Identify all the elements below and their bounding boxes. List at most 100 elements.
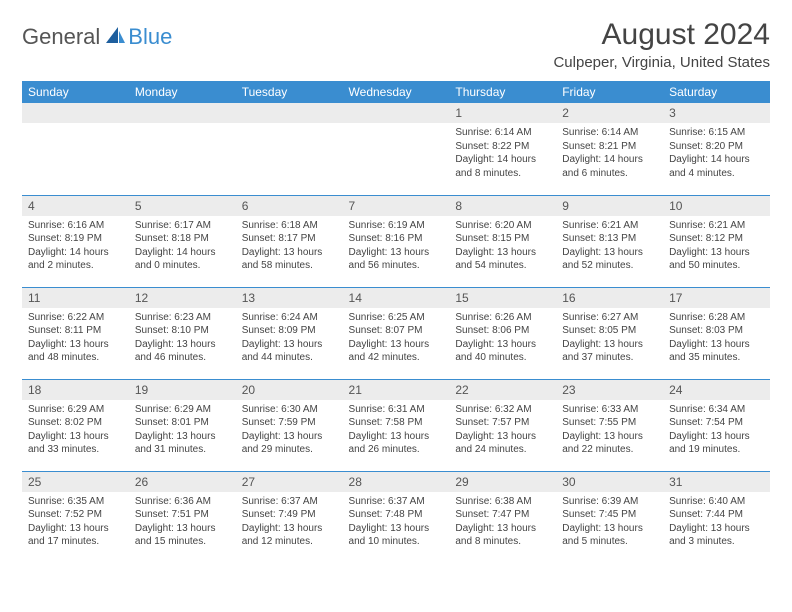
day-details: Sunrise: 6:39 AMSunset: 7:45 PMDaylight:… [556,492,663,555]
calendar-day-cell: 27Sunrise: 6:37 AMSunset: 7:49 PMDayligh… [236,471,343,563]
calendar-day-cell: . [22,103,129,195]
day-number: 21 [343,380,450,400]
weekday-header: Friday [556,81,663,103]
day-number: 12 [129,288,236,308]
weekday-header: Sunday [22,81,129,103]
calendar-week-row: ....1Sunrise: 6:14 AMSunset: 8:22 PMDayl… [22,103,770,195]
logo-text-general: General [22,24,100,50]
day-details: Sunrise: 6:34 AMSunset: 7:54 PMDaylight:… [663,400,770,463]
calendar-day-cell: 28Sunrise: 6:37 AMSunset: 7:48 PMDayligh… [343,471,450,563]
day-details: Sunrise: 6:22 AMSunset: 8:11 PMDaylight:… [22,308,129,371]
title-block: August 2024 Culpeper, Virginia, United S… [553,18,770,71]
calendar-day-cell: . [343,103,450,195]
logo-sail-icon [104,25,126,50]
day-number: 13 [236,288,343,308]
day-number: 29 [449,472,556,492]
day-details: Sunrise: 6:21 AMSunset: 8:12 PMDaylight:… [663,216,770,279]
calendar-day-cell: 25Sunrise: 6:35 AMSunset: 7:52 PMDayligh… [22,471,129,563]
day-number: 19 [129,380,236,400]
calendar-table: SundayMondayTuesdayWednesdayThursdayFrid… [22,81,770,563]
day-details: Sunrise: 6:15 AMSunset: 8:20 PMDaylight:… [663,123,770,186]
calendar-day-cell: 29Sunrise: 6:38 AMSunset: 7:47 PMDayligh… [449,471,556,563]
weekday-header: Wednesday [343,81,450,103]
calendar-day-cell: 4Sunrise: 6:16 AMSunset: 8:19 PMDaylight… [22,195,129,287]
day-number: 8 [449,196,556,216]
day-details: Sunrise: 6:29 AMSunset: 8:01 PMDaylight:… [129,400,236,463]
day-number: 26 [129,472,236,492]
weekday-header: Monday [129,81,236,103]
day-number: 18 [22,380,129,400]
day-details: Sunrise: 6:37 AMSunset: 7:49 PMDaylight:… [236,492,343,555]
calendar-day-cell: 31Sunrise: 6:40 AMSunset: 7:44 PMDayligh… [663,471,770,563]
calendar-day-cell: 23Sunrise: 6:33 AMSunset: 7:55 PMDayligh… [556,379,663,471]
day-number: 9 [556,196,663,216]
day-number: 17 [663,288,770,308]
weekday-header: Saturday [663,81,770,103]
calendar-day-cell: 26Sunrise: 6:36 AMSunset: 7:51 PMDayligh… [129,471,236,563]
day-details: Sunrise: 6:17 AMSunset: 8:18 PMDaylight:… [129,216,236,279]
day-details: Sunrise: 6:33 AMSunset: 7:55 PMDaylight:… [556,400,663,463]
calendar-day-cell: 21Sunrise: 6:31 AMSunset: 7:58 PMDayligh… [343,379,450,471]
day-details: Sunrise: 6:35 AMSunset: 7:52 PMDaylight:… [22,492,129,555]
calendar-week-row: 11Sunrise: 6:22 AMSunset: 8:11 PMDayligh… [22,287,770,379]
calendar-day-cell: . [236,103,343,195]
day-details: Sunrise: 6:28 AMSunset: 8:03 PMDaylight:… [663,308,770,371]
day-number: 7 [343,196,450,216]
day-number: 24 [663,380,770,400]
calendar-day-cell: 5Sunrise: 6:17 AMSunset: 8:18 PMDaylight… [129,195,236,287]
weekday-header: Tuesday [236,81,343,103]
day-number: 3 [663,103,770,123]
header: General Blue August 2024 Culpeper, Virgi… [22,18,770,71]
calendar-day-cell: 30Sunrise: 6:39 AMSunset: 7:45 PMDayligh… [556,471,663,563]
day-details: Sunrise: 6:36 AMSunset: 7:51 PMDaylight:… [129,492,236,555]
day-details: Sunrise: 6:40 AMSunset: 7:44 PMDaylight:… [663,492,770,555]
logo-text-blue: Blue [128,24,172,50]
calendar-day-cell: 2Sunrise: 6:14 AMSunset: 8:21 PMDaylight… [556,103,663,195]
calendar-day-cell: 15Sunrise: 6:26 AMSunset: 8:06 PMDayligh… [449,287,556,379]
calendar-week-row: 25Sunrise: 6:35 AMSunset: 7:52 PMDayligh… [22,471,770,563]
day-number: 11 [22,288,129,308]
day-details: Sunrise: 6:31 AMSunset: 7:58 PMDaylight:… [343,400,450,463]
day-number: 16 [556,288,663,308]
day-number: 23 [556,380,663,400]
day-number: 10 [663,196,770,216]
calendar-day-cell: 11Sunrise: 6:22 AMSunset: 8:11 PMDayligh… [22,287,129,379]
day-details: Sunrise: 6:27 AMSunset: 8:05 PMDaylight:… [556,308,663,371]
day-details: Sunrise: 6:29 AMSunset: 8:02 PMDaylight:… [22,400,129,463]
day-number: 2 [556,103,663,123]
day-number: 15 [449,288,556,308]
day-details: Sunrise: 6:23 AMSunset: 8:10 PMDaylight:… [129,308,236,371]
day-number: 27 [236,472,343,492]
month-title: August 2024 [553,18,770,52]
weekday-header: Thursday [449,81,556,103]
day-number: 6 [236,196,343,216]
day-details: Sunrise: 6:24 AMSunset: 8:09 PMDaylight:… [236,308,343,371]
calendar-week-row: 4Sunrise: 6:16 AMSunset: 8:19 PMDaylight… [22,195,770,287]
calendar-day-cell: 20Sunrise: 6:30 AMSunset: 7:59 PMDayligh… [236,379,343,471]
day-details: Sunrise: 6:18 AMSunset: 8:17 PMDaylight:… [236,216,343,279]
day-number: 14 [343,288,450,308]
day-details: Sunrise: 6:37 AMSunset: 7:48 PMDaylight:… [343,492,450,555]
calendar-day-cell: 8Sunrise: 6:20 AMSunset: 8:15 PMDaylight… [449,195,556,287]
calendar-day-cell: . [129,103,236,195]
day-number: 31 [663,472,770,492]
calendar-day-cell: 12Sunrise: 6:23 AMSunset: 8:10 PMDayligh… [129,287,236,379]
calendar-day-cell: 6Sunrise: 6:18 AMSunset: 8:17 PMDaylight… [236,195,343,287]
day-details: Sunrise: 6:21 AMSunset: 8:13 PMDaylight:… [556,216,663,279]
day-number: 22 [449,380,556,400]
day-number: 28 [343,472,450,492]
location: Culpeper, Virginia, United States [553,54,770,71]
calendar-week-row: 18Sunrise: 6:29 AMSunset: 8:02 PMDayligh… [22,379,770,471]
calendar-header-row: SundayMondayTuesdayWednesdayThursdayFrid… [22,81,770,103]
day-number: 30 [556,472,663,492]
day-details: Sunrise: 6:14 AMSunset: 8:22 PMDaylight:… [449,123,556,186]
day-number: 25 [22,472,129,492]
calendar-day-cell: 18Sunrise: 6:29 AMSunset: 8:02 PMDayligh… [22,379,129,471]
calendar-day-cell: 16Sunrise: 6:27 AMSunset: 8:05 PMDayligh… [556,287,663,379]
calendar-day-cell: 22Sunrise: 6:32 AMSunset: 7:57 PMDayligh… [449,379,556,471]
day-details: Sunrise: 6:32 AMSunset: 7:57 PMDaylight:… [449,400,556,463]
day-details: Sunrise: 6:19 AMSunset: 8:16 PMDaylight:… [343,216,450,279]
day-details: Sunrise: 6:25 AMSunset: 8:07 PMDaylight:… [343,308,450,371]
calendar-day-cell: 1Sunrise: 6:14 AMSunset: 8:22 PMDaylight… [449,103,556,195]
calendar-day-cell: 7Sunrise: 6:19 AMSunset: 8:16 PMDaylight… [343,195,450,287]
